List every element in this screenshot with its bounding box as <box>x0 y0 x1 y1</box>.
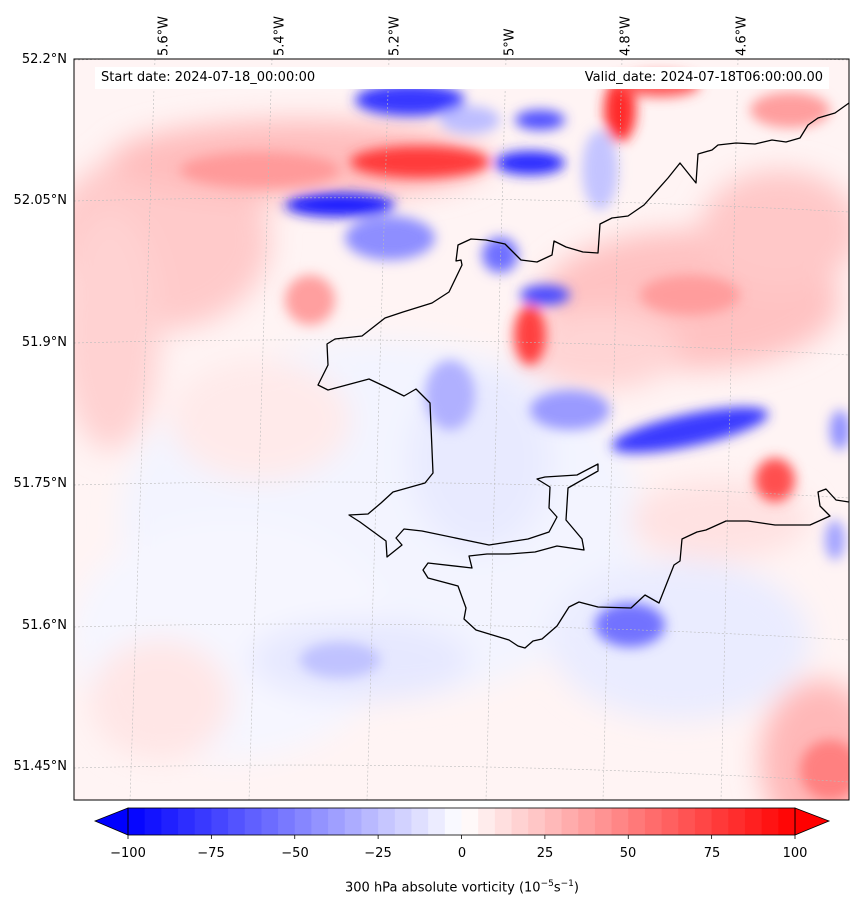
colorbar-cell <box>744 808 763 835</box>
colorbar-cell <box>694 808 713 835</box>
longitude-label: 4.8°W <box>618 15 634 56</box>
colorbar-cell <box>244 808 262 835</box>
colorbar <box>93 807 831 839</box>
colorbar-cell <box>378 808 396 835</box>
valid-date-label: Valid_date: 2024-07-18T06:00:00.00 <box>584 70 823 85</box>
colorbar-min-extension <box>93 807 129 836</box>
colorbar-cell <box>444 808 463 835</box>
colorbar-tick-label: −100 <box>110 846 146 861</box>
colorbar-tick-label: 0 <box>457 846 467 861</box>
longitude-label: 5.2°W <box>387 15 403 56</box>
colorbar-cell <box>494 808 513 835</box>
longitude-label: 5°W <box>502 28 518 56</box>
colorbar-cell <box>228 808 246 835</box>
colorbar-cell <box>661 808 679 835</box>
colorbar-cell <box>194 808 212 835</box>
map-gridlines <box>74 59 849 800</box>
colorbar-ticks <box>127 835 796 839</box>
colorbar-cell <box>611 808 629 835</box>
colorbar-max-extension <box>794 807 831 836</box>
colorbar-cell <box>178 808 196 835</box>
colorbar-cell <box>644 808 663 835</box>
date-info-box: Start date: 2024-07-18_00:00:00 Valid_da… <box>95 67 829 89</box>
colorbar-cell <box>411 808 429 835</box>
vorticity-field-map <box>73 58 850 801</box>
colorbar-cell <box>594 808 613 835</box>
colorbar-tick-label: −75 <box>197 846 225 861</box>
colorbar-tick-label: 50 <box>619 846 637 861</box>
longitude-label: 5.6°W <box>156 15 172 56</box>
longitude-label: 4.6°W <box>734 15 750 56</box>
colorbar-cell <box>761 808 779 835</box>
vorticity-features <box>180 73 849 800</box>
colorbar-cell <box>778 808 796 835</box>
colorbar-cell <box>678 808 696 835</box>
colorbar-cell <box>728 808 746 835</box>
colorbar-cell <box>578 808 596 835</box>
colorbar-title: 300 hPa absolute vorticity (10−5s−1) <box>345 879 579 896</box>
colorbar-tick-label: 75 <box>703 846 721 861</box>
latitude-label: 52.05°N <box>13 193 67 208</box>
colorbar-cell <box>478 808 496 835</box>
colorbar-cell <box>561 808 579 835</box>
colorbar-tick-label: 100 <box>782 846 808 861</box>
colorbar-tick-label: −25 <box>364 846 392 861</box>
latitude-label: 51.45°N <box>13 759 67 774</box>
colorbar-cell <box>528 808 546 835</box>
colorbar-cell <box>161 808 179 835</box>
colorbar-cell <box>344 808 363 835</box>
latitude-label: 51.75°N <box>13 476 67 491</box>
colorbar-cell <box>428 808 446 835</box>
colorbar-cell <box>144 808 162 835</box>
coastline <box>317 102 849 649</box>
colorbar-cells <box>128 808 796 835</box>
longitude-label: 5.4°W <box>272 15 288 56</box>
colorbar-tick-label: 25 <box>536 846 554 861</box>
colorbar-cell <box>128 808 146 835</box>
start-date-label: Start date: 2024-07-18_00:00:00 <box>101 70 316 85</box>
colorbar-cell <box>394 808 413 835</box>
colorbar-cell <box>711 808 729 835</box>
latitude-label: 51.9°N <box>21 335 67 350</box>
colorbar-cell <box>278 808 296 835</box>
colorbar-cell <box>211 808 229 835</box>
latitude-label: 52.2°N <box>21 52 67 67</box>
colorbar-cell <box>461 808 479 835</box>
colorbar-cell <box>311 808 329 835</box>
colorbar-cell <box>361 808 379 835</box>
colorbar-tick-label: −50 <box>281 846 309 861</box>
colorbar-cell <box>328 808 346 835</box>
map-frame <box>73 58 850 801</box>
latitude-label: 51.6°N <box>21 618 67 633</box>
colorbar-cell <box>628 808 646 835</box>
colorbar-cell <box>294 808 313 835</box>
colorbar-cell <box>261 808 279 835</box>
colorbar-cell <box>511 808 529 835</box>
colorbar-cell <box>544 808 563 835</box>
